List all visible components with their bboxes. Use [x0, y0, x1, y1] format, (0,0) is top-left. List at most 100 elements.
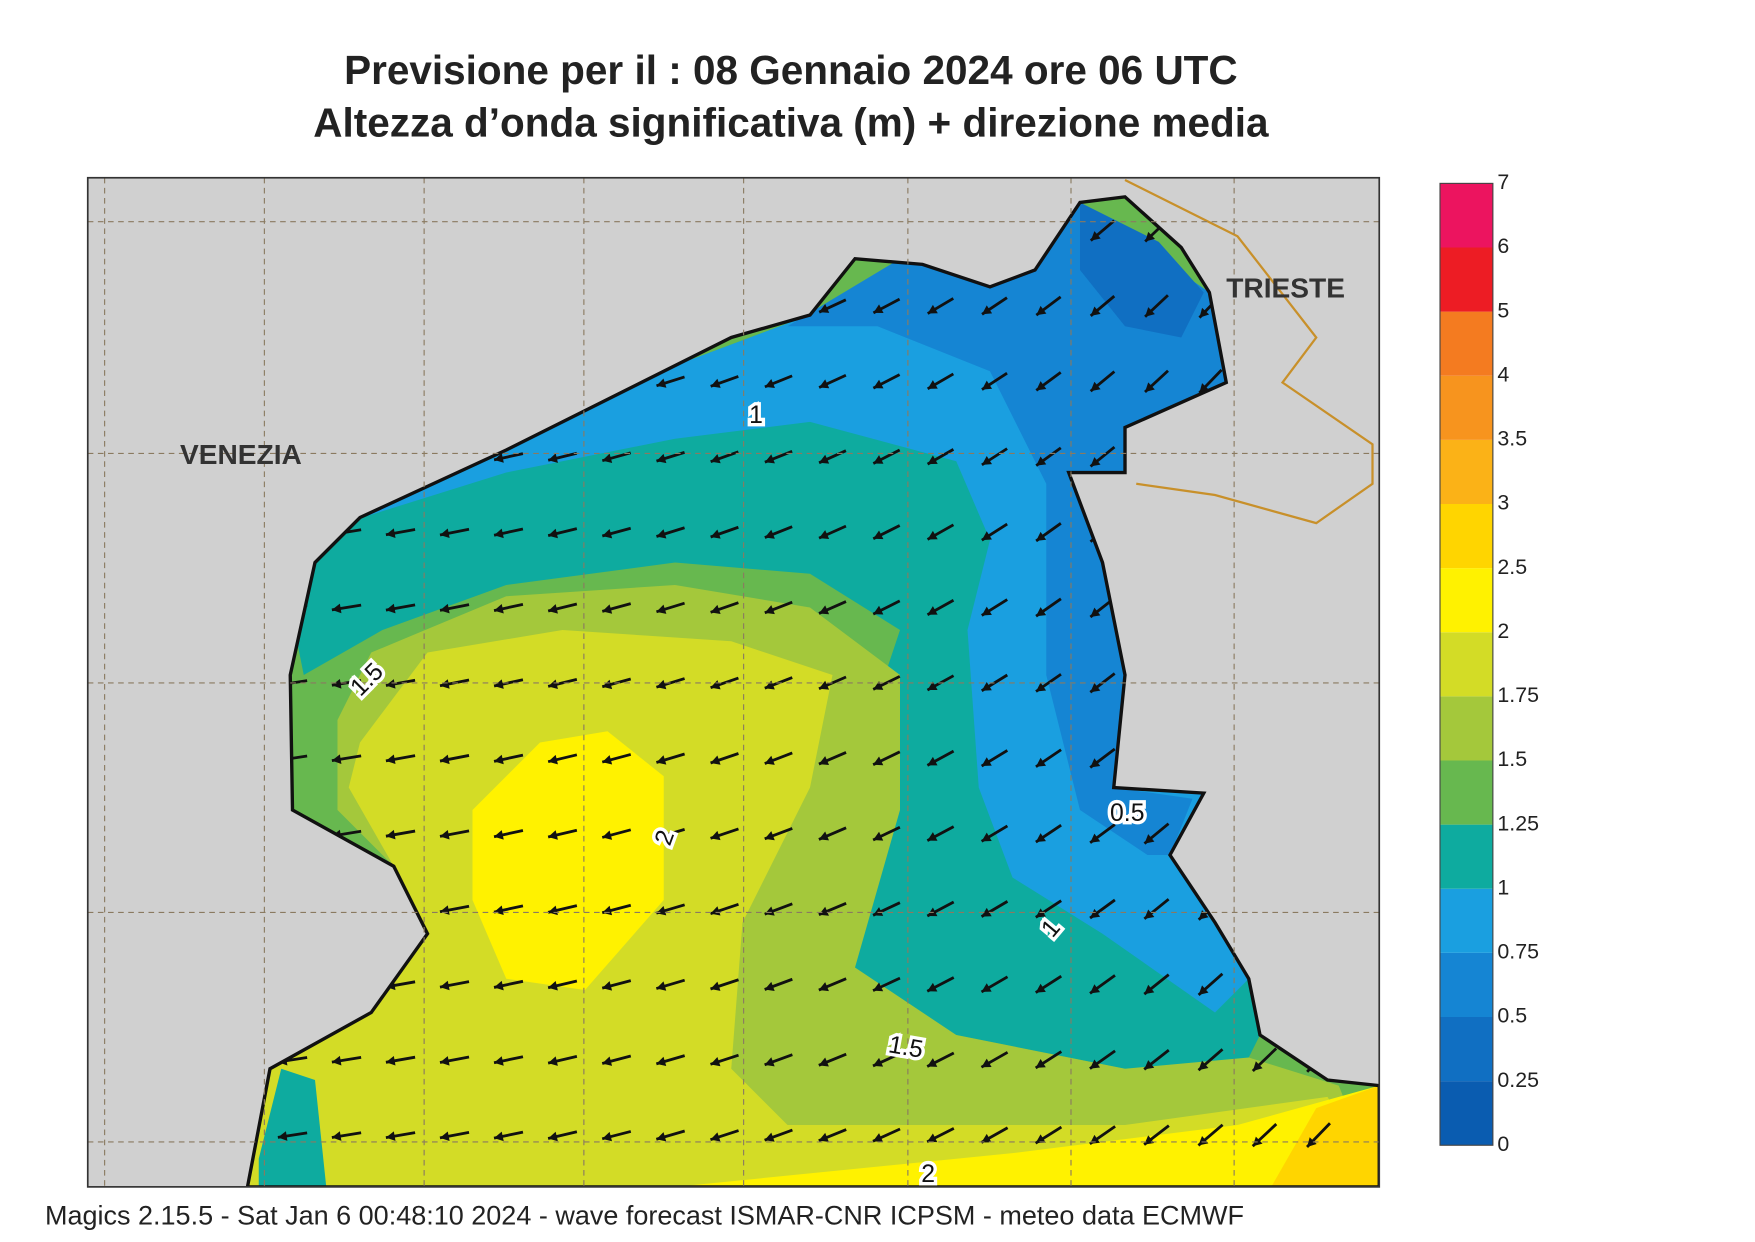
colorbar-label: 3.5 — [1497, 427, 1527, 451]
arrow-head — [494, 453, 504, 463]
arrow-head — [1036, 531, 1047, 541]
arrow-head — [1035, 983, 1046, 993]
arrow-head — [872, 1057, 884, 1067]
arrow-head — [710, 981, 721, 991]
arrow-head — [873, 756, 884, 766]
colorbar-label: 0.5 — [1497, 1004, 1527, 1028]
arrow-head — [981, 1058, 992, 1068]
graticule — [87, 177, 1380, 1187]
arrow-head — [1307, 1137, 1317, 1148]
color-band — [1440, 696, 1493, 761]
arrow-head — [981, 983, 992, 992]
arrow-head — [656, 378, 667, 388]
arrow-head — [656, 830, 667, 840]
arrow-head — [494, 830, 504, 840]
arrow-head — [981, 832, 992, 842]
arrow-head — [818, 1057, 829, 1067]
arrow-head — [764, 454, 775, 464]
arrow-head — [818, 831, 829, 841]
arrow-head — [602, 981, 613, 991]
arrow-head — [331, 1055, 342, 1066]
arrow-head — [602, 453, 613, 463]
arrow-head — [656, 906, 667, 916]
arrow-head — [656, 679, 667, 690]
arrow-head — [385, 603, 396, 614]
arrow-head — [1252, 1061, 1263, 1071]
arrow-head — [548, 1131, 558, 1142]
arrow-head — [873, 455, 884, 464]
arrow-head — [494, 1056, 504, 1066]
arrow-head — [710, 1132, 721, 1142]
arrow-head — [385, 528, 396, 538]
arrow-head — [819, 454, 830, 464]
arrow-head — [656, 981, 667, 991]
arrow-head — [710, 604, 721, 614]
arrow-head — [818, 680, 830, 690]
arrow-head — [1198, 910, 1209, 920]
arrow-head — [818, 906, 829, 916]
map-root: Previsione per il : 08 Gennaio 2024 ore … — [45, 47, 1539, 1231]
arrow-head — [439, 754, 450, 765]
arrow-head — [764, 680, 775, 690]
arrow-head — [1036, 305, 1047, 316]
arrow-head — [710, 906, 721, 916]
arrow-head — [819, 304, 830, 313]
arrow-head — [872, 1133, 884, 1143]
arrow-head — [656, 529, 667, 539]
arrow-head — [656, 1056, 667, 1067]
arrow-head — [1036, 607, 1047, 617]
arrow-head — [764, 605, 775, 615]
colorbar-label: 1.25 — [1497, 811, 1539, 835]
arrow-head — [819, 379, 830, 389]
arrow-head — [1144, 834, 1155, 844]
arrow-head — [1089, 1059, 1100, 1069]
arrow-head — [927, 907, 938, 917]
arrow-head — [656, 1132, 667, 1142]
arrow-head — [927, 530, 938, 540]
arrow-head — [494, 754, 504, 765]
color-band — [1440, 952, 1493, 1017]
arrow-head — [602, 1131, 613, 1142]
arrow-head — [1090, 758, 1101, 768]
arrow-head — [1090, 607, 1101, 617]
arrow-head — [981, 1133, 992, 1143]
arrow-head — [927, 681, 938, 691]
title: Previsione per il : 08 Gennaio 2024 ore … — [344, 47, 1238, 93]
arrow-head — [494, 528, 504, 539]
arrow-head — [1035, 1134, 1046, 1144]
footer: Magics 2.15.5 - Sat Jan 6 00:48:10 2024 … — [45, 1200, 1244, 1230]
color-band — [1440, 247, 1493, 312]
arrow-head — [602, 755, 613, 765]
arrow-head — [331, 754, 342, 764]
arrow-head — [818, 1132, 829, 1142]
arrow-head — [602, 679, 613, 690]
arrow-head — [385, 679, 396, 689]
arrow-head — [818, 756, 830, 766]
arrow-head — [873, 982, 884, 992]
arrow-head — [982, 305, 993, 315]
color-band — [1440, 183, 1493, 248]
arrow-head — [1090, 682, 1101, 693]
colorbar-label: 0.25 — [1497, 1068, 1539, 1092]
arrow-head — [602, 1056, 613, 1066]
arrow-head — [1145, 231, 1155, 242]
arrow-head — [1036, 456, 1047, 466]
arrow-head — [1090, 381, 1101, 392]
arrow-head — [1198, 1135, 1209, 1146]
arrow-head — [548, 830, 558, 840]
arrow-head — [494, 1131, 504, 1142]
arrow-head — [494, 980, 504, 991]
arrow-head — [710, 378, 721, 388]
arrow-head — [981, 606, 992, 616]
city-label: TRIESTE — [1226, 273, 1345, 304]
colorbar-frame — [1439, 182, 1494, 1146]
arrow-head — [1035, 757, 1047, 767]
map — [87, 177, 1380, 1187]
arrow-head — [1035, 1059, 1046, 1068]
color-band — [1440, 375, 1493, 440]
colorbar-label: 0 — [1497, 1132, 1509, 1156]
arrow-head — [1090, 231, 1101, 241]
arrow-head — [764, 831, 775, 841]
arrow-head — [439, 829, 450, 840]
